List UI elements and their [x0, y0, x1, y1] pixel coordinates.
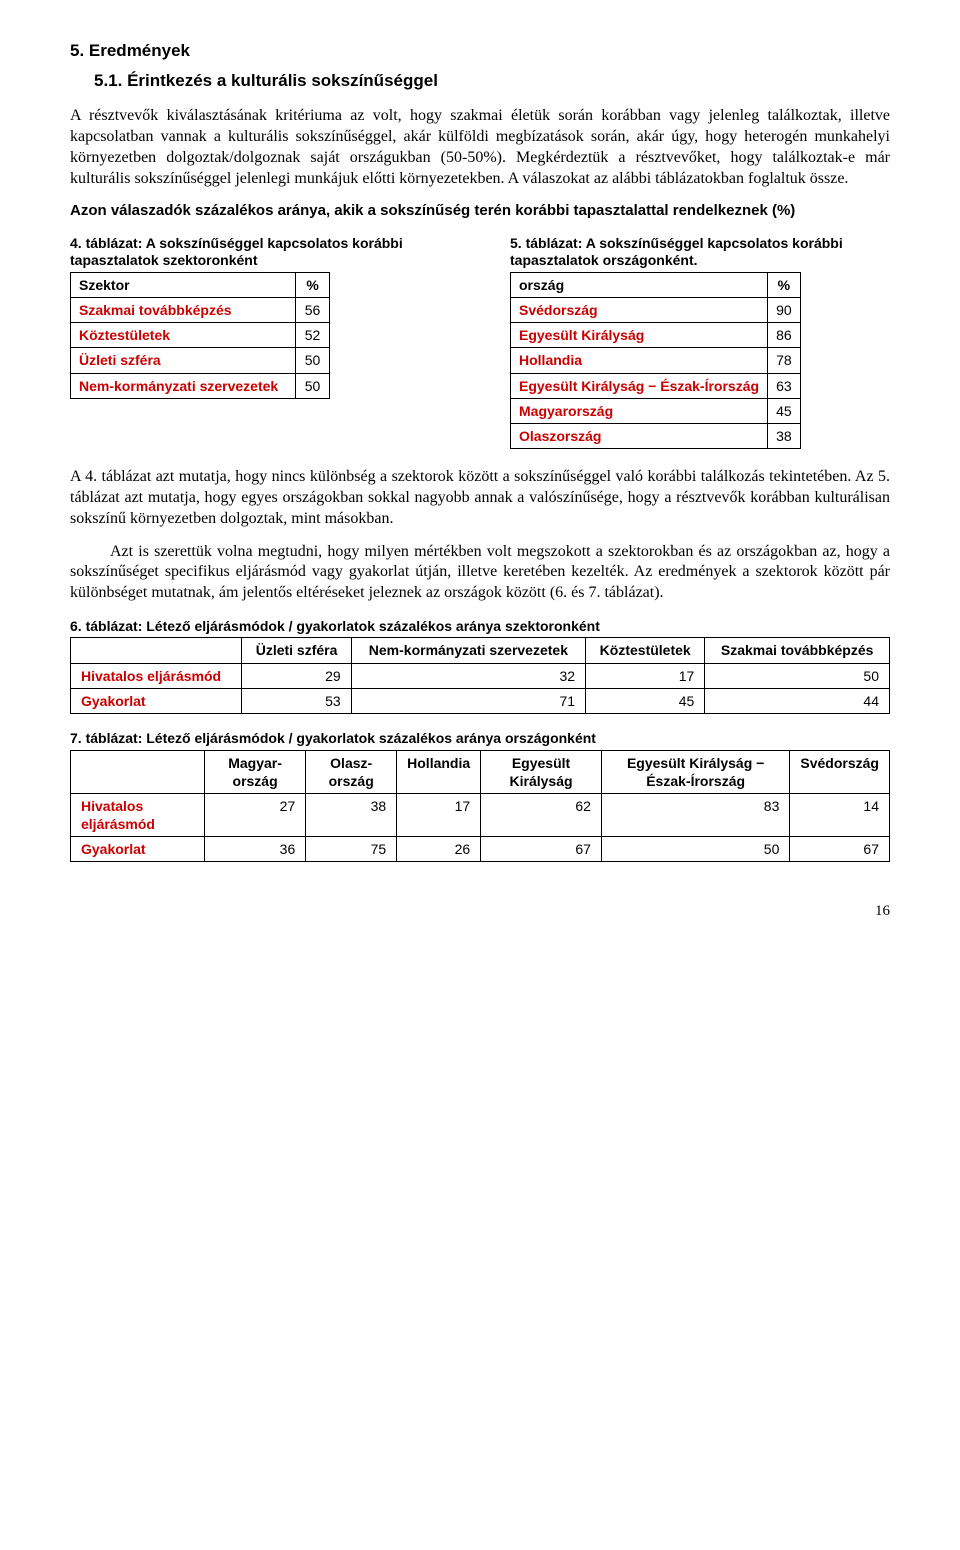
table6-r1-v0: 53 — [242, 688, 351, 713]
table4-row1-val: 52 — [296, 323, 330, 348]
table6-r0-v0: 29 — [242, 663, 351, 688]
section-heading: 5. Eredmények — [70, 40, 890, 62]
table6-r0-v2: 17 — [586, 663, 705, 688]
table4-row1-label: Köztestületek — [71, 323, 296, 348]
table4-container: 4. táblázat: A sokszínűséggel kapcsolato… — [70, 235, 450, 399]
table6-r0-v1: 32 — [351, 663, 585, 688]
table5-row1-label: Egyesült Királyság — [511, 323, 768, 348]
table6: Üzleti szféra Nem-kormányzati szervezete… — [70, 637, 890, 714]
table6-r1-label: Gyakorlat — [71, 688, 242, 713]
table7-r1-v0: 36 — [204, 837, 305, 862]
paragraph-2: A 4. táblázat azt mutatja, hogy nincs kü… — [70, 467, 890, 529]
table5-row5-val: 38 — [768, 424, 801, 449]
table7-r1-v1: 75 — [306, 837, 397, 862]
table7-col0 — [71, 750, 205, 793]
table4-col1: % — [296, 272, 330, 297]
table-row: Gyakorlat 53 71 45 44 — [71, 688, 890, 713]
subsection-heading: 5.1. Érintkezés a kulturális sokszínűség… — [70, 70, 890, 92]
table4-row0-val: 56 — [296, 298, 330, 323]
table6-caption: 6. táblázat: Létező eljárásmódok / gyako… — [70, 618, 890, 636]
table7-r1-v4: 50 — [601, 837, 789, 862]
table7-r0-v3: 62 — [481, 793, 602, 836]
table7-r1-label: Gyakorlat — [71, 837, 205, 862]
table-row: Olaszország 38 — [511, 424, 801, 449]
table-row: Üzleti szféra Nem-kormányzati szervezete… — [71, 638, 890, 663]
table-row: Magyar-ország Olasz-ország Hollandia Egy… — [71, 750, 890, 793]
table7-r1-v3: 67 — [481, 837, 602, 862]
table-row: ország % — [511, 272, 801, 297]
table7-r0-label: Hivatalos eljárásmód — [71, 793, 205, 836]
table5-row0-val: 90 — [768, 298, 801, 323]
table6-col1: Üzleti szféra — [242, 638, 351, 663]
table6-col0 — [71, 638, 242, 663]
table-row: Köztestületek 52 — [71, 323, 330, 348]
table5-row2-label: Hollandia — [511, 348, 768, 373]
table-row: Svédország 90 — [511, 298, 801, 323]
table6-r1-v3: 44 — [705, 688, 890, 713]
table-row: Nem-kormányzati szervezetek 50 — [71, 373, 330, 398]
bold-summary: Azon válaszadók százalékos aránya, akik … — [70, 201, 890, 221]
table4-row3-val: 50 — [296, 373, 330, 398]
table5-caption: 5. táblázat: A sokszínűséggel kapcsolato… — [510, 235, 890, 270]
table7-col4: Egyesült Királyság — [481, 750, 602, 793]
table-row: Magyarország 45 — [511, 398, 801, 423]
table6-col3: Köztestületek — [586, 638, 705, 663]
paragraph-1: A résztvevők kiválasztásának kritériuma … — [70, 106, 890, 189]
table5-row1-val: 86 — [768, 323, 801, 348]
table6-col4: Szakmai továbbképzés — [705, 638, 890, 663]
table4-col0: Szektor — [71, 272, 296, 297]
table-row: Hollandia 78 — [511, 348, 801, 373]
table4-caption: 4. táblázat: A sokszínűséggel kapcsolato… — [70, 235, 450, 270]
table5-row4-val: 45 — [768, 398, 801, 423]
table6-r1-v2: 45 — [586, 688, 705, 713]
table7-r0-v2: 17 — [397, 793, 481, 836]
table7-r0-v5: 14 — [790, 793, 890, 836]
table-row: Szakmai továbbképzés 56 — [71, 298, 330, 323]
table6-r0-v3: 50 — [705, 663, 890, 688]
table4-row3-label: Nem-kormányzati szervezetek — [71, 373, 296, 398]
table7-col2: Olasz-ország — [306, 750, 397, 793]
table4-row2-label: Üzleti szféra — [71, 348, 296, 373]
table-row: Gyakorlat 36 75 26 67 50 67 — [71, 837, 890, 862]
table7-col1: Magyar-ország — [204, 750, 305, 793]
table4-row2-val: 50 — [296, 348, 330, 373]
table-row: Szektor % — [71, 272, 330, 297]
table-row: Egyesült Királyság − Észak-Írország 63 — [511, 373, 801, 398]
table7-col6: Svédország — [790, 750, 890, 793]
table-row: Üzleti szféra 50 — [71, 348, 330, 373]
page-number: 16 — [70, 902, 890, 922]
table5-col0: ország — [511, 272, 768, 297]
table5-row2-val: 78 — [768, 348, 801, 373]
table7-r1-v5: 67 — [790, 837, 890, 862]
table7-col3: Hollandia — [397, 750, 481, 793]
table7: Magyar-ország Olasz-ország Hollandia Egy… — [70, 750, 890, 863]
table6-col2: Nem-kormányzati szervezetek — [351, 638, 585, 663]
table5-row4-label: Magyarország — [511, 398, 768, 423]
table6-r0-label: Hivatalos eljárásmód — [71, 663, 242, 688]
table4-row0-label: Szakmai továbbképzés — [71, 298, 296, 323]
table4: Szektor % Szakmai továbbképzés 56 Köztes… — [70, 272, 330, 399]
table5: ország % Svédország 90 Egyesült Királysá… — [510, 272, 801, 449]
table-row: Hivatalos eljárásmód 29 32 17 50 — [71, 663, 890, 688]
table7-caption: 7. táblázat: Létező eljárásmódok / gyako… — [70, 730, 890, 748]
tables-pair: 4. táblázat: A sokszínűséggel kapcsolato… — [70, 235, 890, 449]
table5-row3-label: Egyesült Királyság − Észak-Írország — [511, 373, 768, 398]
table5-row0-label: Svédország — [511, 298, 768, 323]
table-row: Hivatalos eljárásmód 27 38 17 62 83 14 — [71, 793, 890, 836]
table5-col1: % — [768, 272, 801, 297]
table7-r0-v0: 27 — [204, 793, 305, 836]
table7-col5: Egyesült Királyság − Észak-Írország — [601, 750, 789, 793]
table7-r1-v2: 26 — [397, 837, 481, 862]
table7-r0-v4: 83 — [601, 793, 789, 836]
table7-r0-v1: 38 — [306, 793, 397, 836]
table5-row5-label: Olaszország — [511, 424, 768, 449]
table5-row3-val: 63 — [768, 373, 801, 398]
paragraph-3: Azt is szerettük volna megtudni, hogy mi… — [70, 542, 890, 604]
table-row: Egyesült Királyság 86 — [511, 323, 801, 348]
table6-r1-v1: 71 — [351, 688, 585, 713]
table5-container: 5. táblázat: A sokszínűséggel kapcsolato… — [510, 235, 890, 449]
